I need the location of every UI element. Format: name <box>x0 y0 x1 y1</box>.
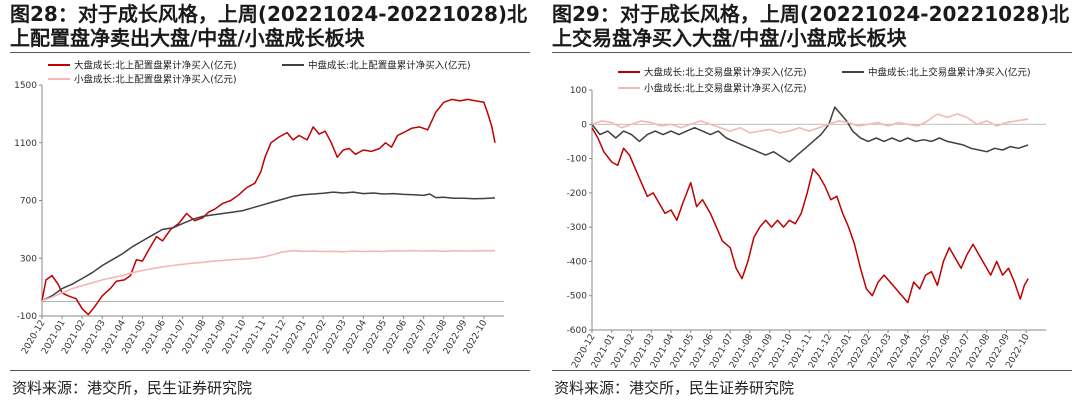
line-chart-left: -100300700110015002020-122021-012021-022… <box>14 60 504 356</box>
top-rule <box>10 52 530 53</box>
left-chart-panel: 图28：对于成长风格，上周(20221024-20221028)北 上配置盘净卖… <box>10 0 530 400</box>
chart-title: 图29：对于成长风格，上周(20221024-20221028)北 上交易盘净买… <box>552 2 1072 50</box>
source-note: 资料来源：港交所，民生证券研究院 <box>12 379 253 397</box>
title-line-2: 上配置盘净卖出大盘/中盘/小盘成长板块 <box>10 26 365 50</box>
legend-label: 小盘成长:北上配置盘累计净买入(亿元) <box>74 74 237 86</box>
y-tick-label: -100 <box>567 155 588 165</box>
series-line-2 <box>41 191 496 302</box>
y-tick-label: -100 <box>17 312 38 322</box>
right-chart-panel: 图29：对于成长风格，上周(20221024-20221028)北 上交易盘净买… <box>552 0 1072 400</box>
y-tick-label: -600 <box>567 326 588 336</box>
legend-label: 中盘成长:北上交易盘累计净买入(亿元) <box>868 67 1031 79</box>
y-tick-label: -400 <box>567 257 588 267</box>
title-line-1: 图29：对于成长风格，上周(20221024-20221028)北 <box>552 2 1070 26</box>
title-line-1: 图28：对于成长风格，上周(20221024-20221028)北 <box>10 2 528 26</box>
y-tick-label: -300 <box>567 223 588 233</box>
series-line-3 <box>591 113 1029 134</box>
y-tick-label: -500 <box>567 292 588 302</box>
series-line-1 <box>41 98 496 316</box>
y-tick-label: 1500 <box>14 81 37 91</box>
bottom-rule <box>552 370 1072 371</box>
bottom-rule <box>10 370 530 371</box>
y-tick-label: 1100 <box>14 139 37 149</box>
top-rule <box>552 52 1072 53</box>
y-tick-label: -200 <box>567 189 588 199</box>
legend-label: 小盘成长:北上交易盘累计净买入(亿元) <box>644 83 807 95</box>
y-tick-label: 300 <box>20 254 37 264</box>
y-tick-label: 700 <box>20 197 37 207</box>
series-line-1 <box>591 127 1029 304</box>
chart-title: 图28：对于成长风格，上周(20221024-20221028)北 上配置盘净卖… <box>10 2 530 50</box>
series-line-3 <box>41 249 495 302</box>
source-note: 资料来源：港交所，民生证券研究院 <box>554 379 795 397</box>
line-chart-right: -600-500-400-300-200-10001002020-122021-… <box>567 67 1046 369</box>
legend-label: 大盘成长:北上交易盘累计净买入(亿元) <box>644 67 807 79</box>
title-line-2: 上交易盘净买入大盘/中盘/小盘成长板块 <box>552 26 907 50</box>
y-tick-label: 100 <box>570 86 587 96</box>
legend-label: 大盘成长:北上配置盘累计净买入(亿元) <box>74 60 237 72</box>
y-tick-label: 0 <box>581 120 587 130</box>
series-line-2 <box>591 106 1029 163</box>
legend-label: 中盘成长:北上配置盘累计净买入(亿元) <box>308 60 471 72</box>
